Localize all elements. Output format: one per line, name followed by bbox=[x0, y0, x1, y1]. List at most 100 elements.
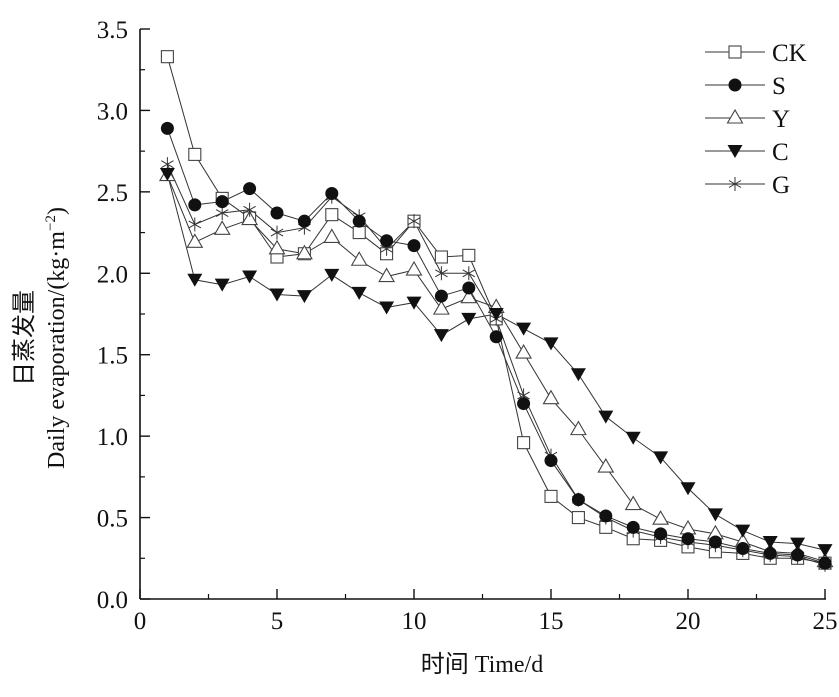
data-point-s bbox=[462, 281, 476, 295]
series-line-g bbox=[166, 163, 826, 566]
legend-label: C bbox=[772, 139, 789, 166]
series-line-s bbox=[166, 128, 826, 564]
data-point-y bbox=[213, 220, 231, 235]
data-point-s bbox=[681, 532, 695, 546]
data-point-ck bbox=[571, 511, 585, 525]
data-point-s bbox=[708, 535, 722, 549]
data-point-s bbox=[380, 234, 394, 248]
legend-item-y: Y bbox=[705, 106, 790, 133]
data-point-s bbox=[544, 454, 558, 468]
series-layer bbox=[158, 50, 834, 572]
data-point-c bbox=[790, 537, 806, 551]
data-point-s bbox=[599, 509, 613, 523]
data-point-ck bbox=[160, 50, 174, 64]
data-point-s bbox=[407, 239, 421, 253]
data-point-ck bbox=[517, 436, 531, 450]
data-point-s bbox=[325, 186, 339, 200]
x-axis-title: 时间 Time/d bbox=[421, 651, 543, 678]
y-tick-label: 2.0 bbox=[97, 261, 128, 288]
data-point-c bbox=[653, 451, 669, 465]
data-point-y bbox=[624, 495, 642, 511]
x-tick-label: 0 bbox=[134, 608, 147, 635]
data-point-g bbox=[270, 225, 284, 240]
data-point-ck bbox=[352, 226, 366, 240]
data-point-c bbox=[159, 167, 175, 181]
data-point-c bbox=[351, 286, 367, 300]
data-point-ck bbox=[544, 489, 558, 503]
y-tick-label: 1.0 bbox=[97, 424, 128, 451]
data-point-c bbox=[817, 544, 833, 558]
legend-label: S bbox=[772, 73, 786, 100]
data-point-y bbox=[652, 510, 670, 525]
data-point-g bbox=[188, 217, 202, 232]
data-point-c bbox=[406, 296, 422, 310]
y-axis-title-en-main: Daily evaporation/(kg·m bbox=[44, 231, 70, 469]
data-point-c bbox=[762, 536, 778, 549]
legend-item-c: C bbox=[705, 139, 789, 166]
legend-marker-ck bbox=[728, 45, 742, 59]
data-point-y bbox=[405, 260, 423, 276]
data-point-s bbox=[489, 330, 503, 344]
data-point-c bbox=[488, 308, 504, 321]
data-point-s bbox=[270, 206, 284, 220]
data-point-c bbox=[433, 329, 449, 343]
data-point-s bbox=[297, 214, 311, 228]
data-point-c bbox=[461, 312, 477, 326]
data-point-g bbox=[407, 214, 421, 229]
legend-label: Y bbox=[772, 106, 790, 133]
data-point-c bbox=[625, 431, 641, 445]
data-point-s bbox=[243, 182, 257, 196]
data-point-ck bbox=[325, 208, 339, 222]
x-tick-label: 10 bbox=[402, 608, 427, 635]
y-tick-label: 1.5 bbox=[97, 343, 128, 370]
y-tick-label: 0.0 bbox=[97, 587, 128, 614]
y-axis-title-cn: 日蒸发量 bbox=[11, 290, 38, 386]
data-point-y bbox=[515, 343, 533, 359]
data-point-c bbox=[598, 410, 614, 424]
data-point-y bbox=[597, 457, 615, 473]
data-point-c bbox=[296, 290, 312, 304]
data-point-c bbox=[735, 524, 751, 538]
y-axis-title-en: Daily evaporation/(kg·m−2) bbox=[43, 207, 70, 469]
data-point-s bbox=[791, 548, 805, 562]
legend-item-g: G bbox=[705, 172, 790, 199]
data-point-s bbox=[763, 546, 777, 560]
data-point-c bbox=[242, 270, 258, 284]
data-point-g bbox=[462, 266, 476, 281]
data-point-s bbox=[434, 289, 448, 303]
data-point-y bbox=[350, 251, 368, 266]
y-tick-label: 3.5 bbox=[97, 17, 128, 44]
legend-marker-g bbox=[728, 177, 742, 191]
legend-label: G bbox=[772, 172, 790, 199]
legend-marker-s bbox=[728, 78, 742, 92]
legend-marker-y bbox=[726, 108, 744, 124]
data-point-y bbox=[268, 239, 286, 255]
data-point-c bbox=[379, 301, 395, 315]
data-point-s bbox=[215, 195, 229, 209]
legend-item-s: S bbox=[705, 73, 786, 100]
data-point-g bbox=[243, 202, 256, 217]
data-point-y bbox=[569, 420, 587, 436]
data-point-c bbox=[214, 278, 230, 292]
data-point-y bbox=[378, 267, 396, 283]
data-point-ck bbox=[434, 250, 448, 264]
data-point-y bbox=[323, 228, 341, 244]
data-point-y bbox=[186, 233, 204, 248]
data-point-g bbox=[435, 266, 448, 281]
data-point-c bbox=[680, 482, 696, 496]
series-line-c bbox=[166, 173, 826, 551]
data-point-c bbox=[324, 268, 340, 282]
data-point-ck bbox=[462, 248, 476, 262]
data-point-s bbox=[654, 527, 668, 541]
y-tick-label: 2.5 bbox=[97, 180, 128, 207]
y-axis-title-cn-group: 日蒸发量 bbox=[11, 290, 38, 386]
legend-marker-c bbox=[727, 145, 743, 158]
x-tick-label: 15 bbox=[539, 608, 564, 635]
data-point-s bbox=[517, 397, 531, 411]
data-point-s bbox=[736, 542, 750, 556]
data-point-s bbox=[626, 520, 640, 534]
data-point-c bbox=[543, 337, 559, 351]
series-line-y bbox=[166, 175, 826, 563]
